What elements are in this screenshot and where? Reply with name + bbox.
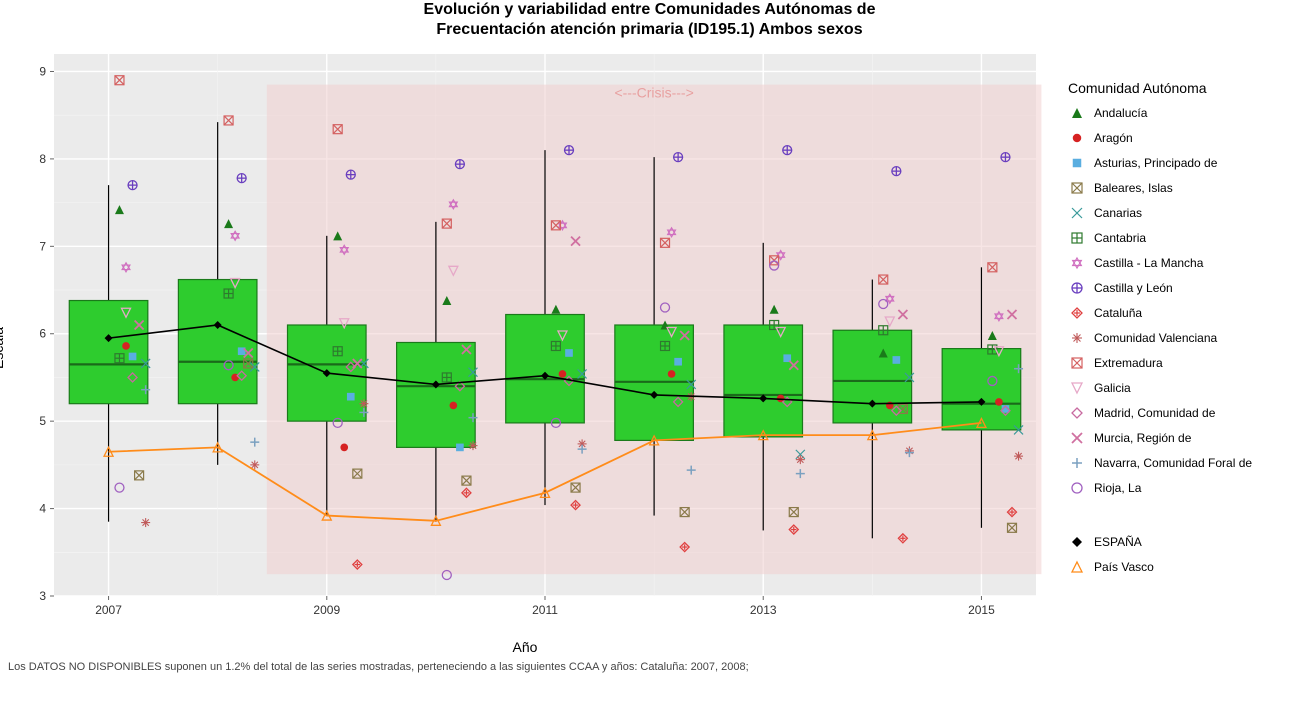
svg-text:4: 4 — [39, 502, 46, 516]
svg-text:7: 7 — [39, 239, 46, 253]
legend-marker-icon — [1068, 254, 1086, 272]
legend-item: Murcia, Región de — [1068, 429, 1252, 447]
legend-item: Aragón — [1068, 129, 1252, 147]
chart-panel: Escala 3 4 5 6 7 8 9 <---Crisis---> 2007 2009 2011… — [0, 40, 1050, 655]
legend-label: ESPAÑA — [1094, 535, 1142, 549]
legend-marker-icon — [1068, 454, 1086, 472]
svg-text:2013: 2013 — [750, 603, 777, 617]
svg-text:5: 5 — [39, 414, 46, 428]
footnote: Los DATOS NO DISPONIBLES suponen un 1.2%… — [0, 655, 1299, 673]
legend-label: Galicia — [1094, 381, 1131, 395]
legend-marker-icon — [1068, 304, 1086, 322]
legend-item: Comunidad Valenciana — [1068, 329, 1252, 347]
x-axis-label: Año — [0, 639, 1050, 655]
svg-text:2009: 2009 — [313, 603, 340, 617]
legend-marker-icon — [1068, 479, 1086, 497]
legend-marker-icon — [1068, 154, 1086, 172]
legend-marker-icon — [1068, 179, 1086, 197]
legend-marker-icon — [1068, 404, 1086, 422]
legend-item: Canarias — [1068, 204, 1252, 222]
legend-item: País Vasco — [1068, 558, 1252, 576]
legend-item: ESPAÑA — [1068, 533, 1252, 551]
legend-label: Baleares, Islas — [1094, 181, 1173, 195]
legend-label: Cataluña — [1094, 306, 1142, 320]
legend-item: Madrid, Comunidad de — [1068, 404, 1252, 422]
chart-svg: 3 4 5 6 7 8 9 <---Crisis---> 2007 2009 2011 2013 201… — [0, 40, 1050, 632]
svg-text:2015: 2015 — [968, 603, 995, 617]
legend-item: Baleares, Islas — [1068, 179, 1252, 197]
title-line-1: Evolución y variabilidad entre Comunidad… — [0, 0, 1299, 20]
legend-marker-icon — [1068, 329, 1086, 347]
legend-title: Comunidad Autónoma — [1068, 80, 1252, 96]
legend-item: Cataluña — [1068, 304, 1252, 322]
legend-secondary: ESPAÑA País Vasco — [1068, 533, 1252, 576]
svg-text:2011: 2011 — [532, 603, 558, 617]
legend-label: Comunidad Valenciana — [1094, 331, 1217, 345]
legend-item: Asturias, Principado de — [1068, 154, 1252, 172]
svg-text:3: 3 — [39, 589, 46, 603]
legend-list: Andalucía Aragón Asturias, Principado de Ba… — [1068, 104, 1252, 497]
legend-label: Murcia, Región de — [1094, 431, 1191, 445]
legend-marker-icon — [1068, 104, 1086, 122]
legend-label: Extremadura — [1094, 356, 1163, 370]
legend-marker-icon — [1068, 379, 1086, 397]
legend-label: Castilla - La Mancha — [1094, 256, 1203, 270]
legend-label: Asturias, Principado de — [1094, 156, 1217, 170]
chart-title: Evolución y variabilidad entre Comunidad… — [0, 0, 1299, 40]
legend-item: Castilla - La Mancha — [1068, 254, 1252, 272]
legend-marker-icon — [1068, 354, 1086, 372]
svg-text:2007: 2007 — [95, 603, 122, 617]
svg-text:<---Crisis--->: <---Crisis---> — [614, 85, 693, 101]
legend-item: Cantabria — [1068, 229, 1252, 247]
legend-item: Extremadura — [1068, 354, 1252, 372]
legend-label: Andalucía — [1094, 106, 1147, 120]
legend-marker-icon — [1068, 204, 1086, 222]
legend-label: País Vasco — [1094, 560, 1154, 574]
legend-item: Rioja, La — [1068, 479, 1252, 497]
legend-label: Rioja, La — [1094, 481, 1141, 495]
legend-label: Cantabria — [1094, 231, 1146, 245]
legend-label: Canarias — [1094, 206, 1142, 220]
legend-marker-icon — [1068, 558, 1086, 576]
svg-text:8: 8 — [39, 152, 46, 166]
legend-item: Navarra, Comunidad Foral de — [1068, 454, 1252, 472]
svg-text:6: 6 — [39, 327, 46, 341]
title-line-2: Frecuentación atención primaria (ID195.1… — [0, 20, 1299, 40]
legend-marker-icon — [1068, 429, 1086, 447]
svg-text:9: 9 — [39, 64, 46, 78]
y-axis-label: Escala — [0, 326, 6, 368]
legend-label: Castilla y León — [1094, 281, 1173, 295]
legend-item: Castilla y León — [1068, 279, 1252, 297]
legend-marker-icon — [1068, 229, 1086, 247]
legend-item: Andalucía — [1068, 104, 1252, 122]
legend-item: Galicia — [1068, 379, 1252, 397]
legend-label: Navarra, Comunidad Foral de — [1094, 456, 1252, 470]
legend-label: Aragón — [1094, 131, 1133, 145]
legend-marker-icon — [1068, 533, 1086, 551]
legend-marker-icon — [1068, 279, 1086, 297]
legend-marker-icon — [1068, 129, 1086, 147]
legend: Comunidad Autónoma Andalucía Aragón Asturi… — [1068, 40, 1252, 576]
legend-label: Madrid, Comunidad de — [1094, 406, 1215, 420]
